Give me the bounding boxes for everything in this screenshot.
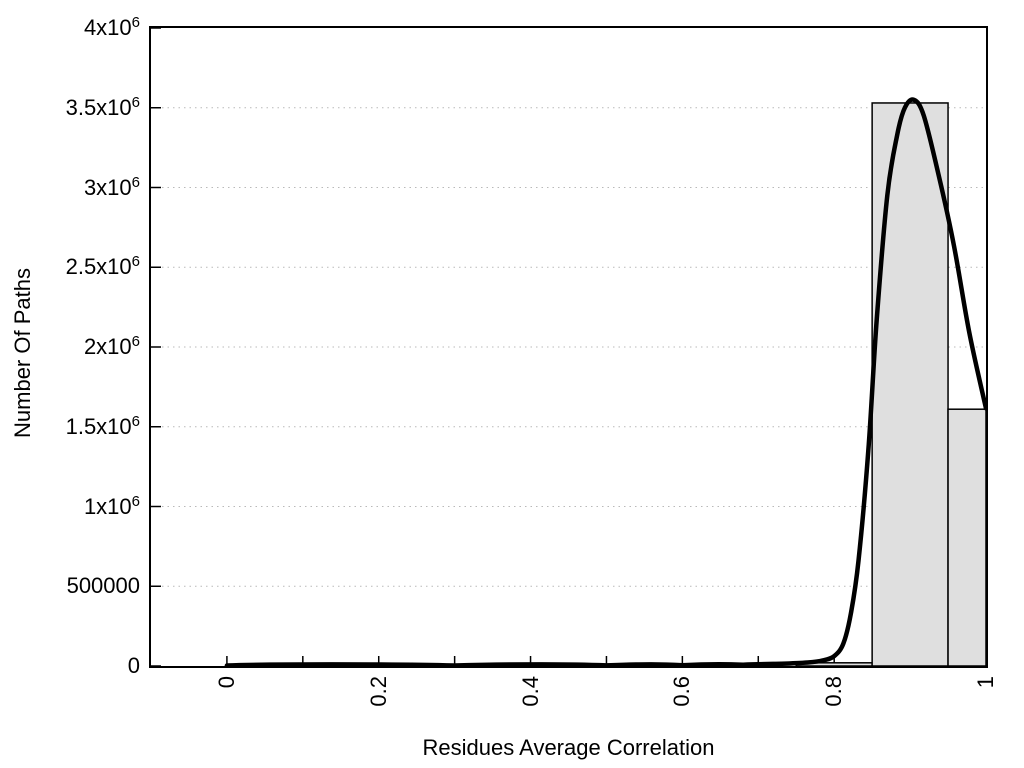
y-tick-exponent: 6 bbox=[131, 412, 140, 430]
y-tick-label: 500000 bbox=[0, 573, 140, 599]
x-tick-label: 0.4 bbox=[517, 676, 543, 707]
y-axis-title: Number Of Paths bbox=[10, 268, 35, 438]
y-tick-base: 0 bbox=[127, 653, 140, 678]
y-tick-label: 1.5x106 bbox=[0, 412, 140, 440]
y-tick-base: 4x10 bbox=[83, 15, 132, 40]
plot-area bbox=[149, 26, 988, 668]
y-tick-label: 1x106 bbox=[0, 492, 140, 520]
histogram-bar bbox=[871, 102, 949, 666]
y-tick-exponent: 6 bbox=[131, 93, 140, 111]
y-tick-base: 500000 bbox=[66, 573, 140, 599]
x-axis-title: Residues Average Correlation bbox=[422, 735, 715, 760]
y-tick-label: 3x106 bbox=[0, 173, 140, 201]
y-tick-base: 1x10 bbox=[83, 493, 132, 519]
plot-canvas bbox=[151, 28, 986, 666]
x-tick-label: 0.8 bbox=[821, 676, 847, 707]
x-tick-label: 0 bbox=[213, 676, 239, 689]
y-tick-exponent: 6 bbox=[131, 492, 140, 510]
y-tick-exponent: 6 bbox=[131, 253, 140, 271]
y-tick-exponent: 6 bbox=[131, 173, 140, 191]
y-tick-base: 2.5x10 bbox=[65, 254, 132, 280]
y-tick-exponent: 6 bbox=[131, 333, 140, 350]
y-tick-label: 2x106 bbox=[0, 333, 140, 360]
y-tick-label: 3.5x106 bbox=[0, 93, 140, 121]
y-tick-base: 3x10 bbox=[83, 174, 132, 200]
y-tick-label: 0 bbox=[0, 653, 140, 679]
y-tick-base: 2x10 bbox=[83, 334, 132, 359]
y-tick-label: 4x106 bbox=[0, 14, 140, 41]
y-tick-exponent: 6 bbox=[131, 14, 140, 31]
y-tick-base: 1.5x10 bbox=[65, 413, 132, 439]
histogram-bar bbox=[947, 408, 986, 666]
y-tick-label: 2.5x106 bbox=[0, 253, 140, 280]
y-tick-base: 3.5x10 bbox=[65, 94, 132, 120]
x-tick-label: 0.6 bbox=[669, 676, 695, 707]
x-tick-label: 0.2 bbox=[365, 676, 391, 707]
x-tick-label: 1 bbox=[973, 676, 998, 689]
fitted-curve bbox=[224, 97, 986, 666]
